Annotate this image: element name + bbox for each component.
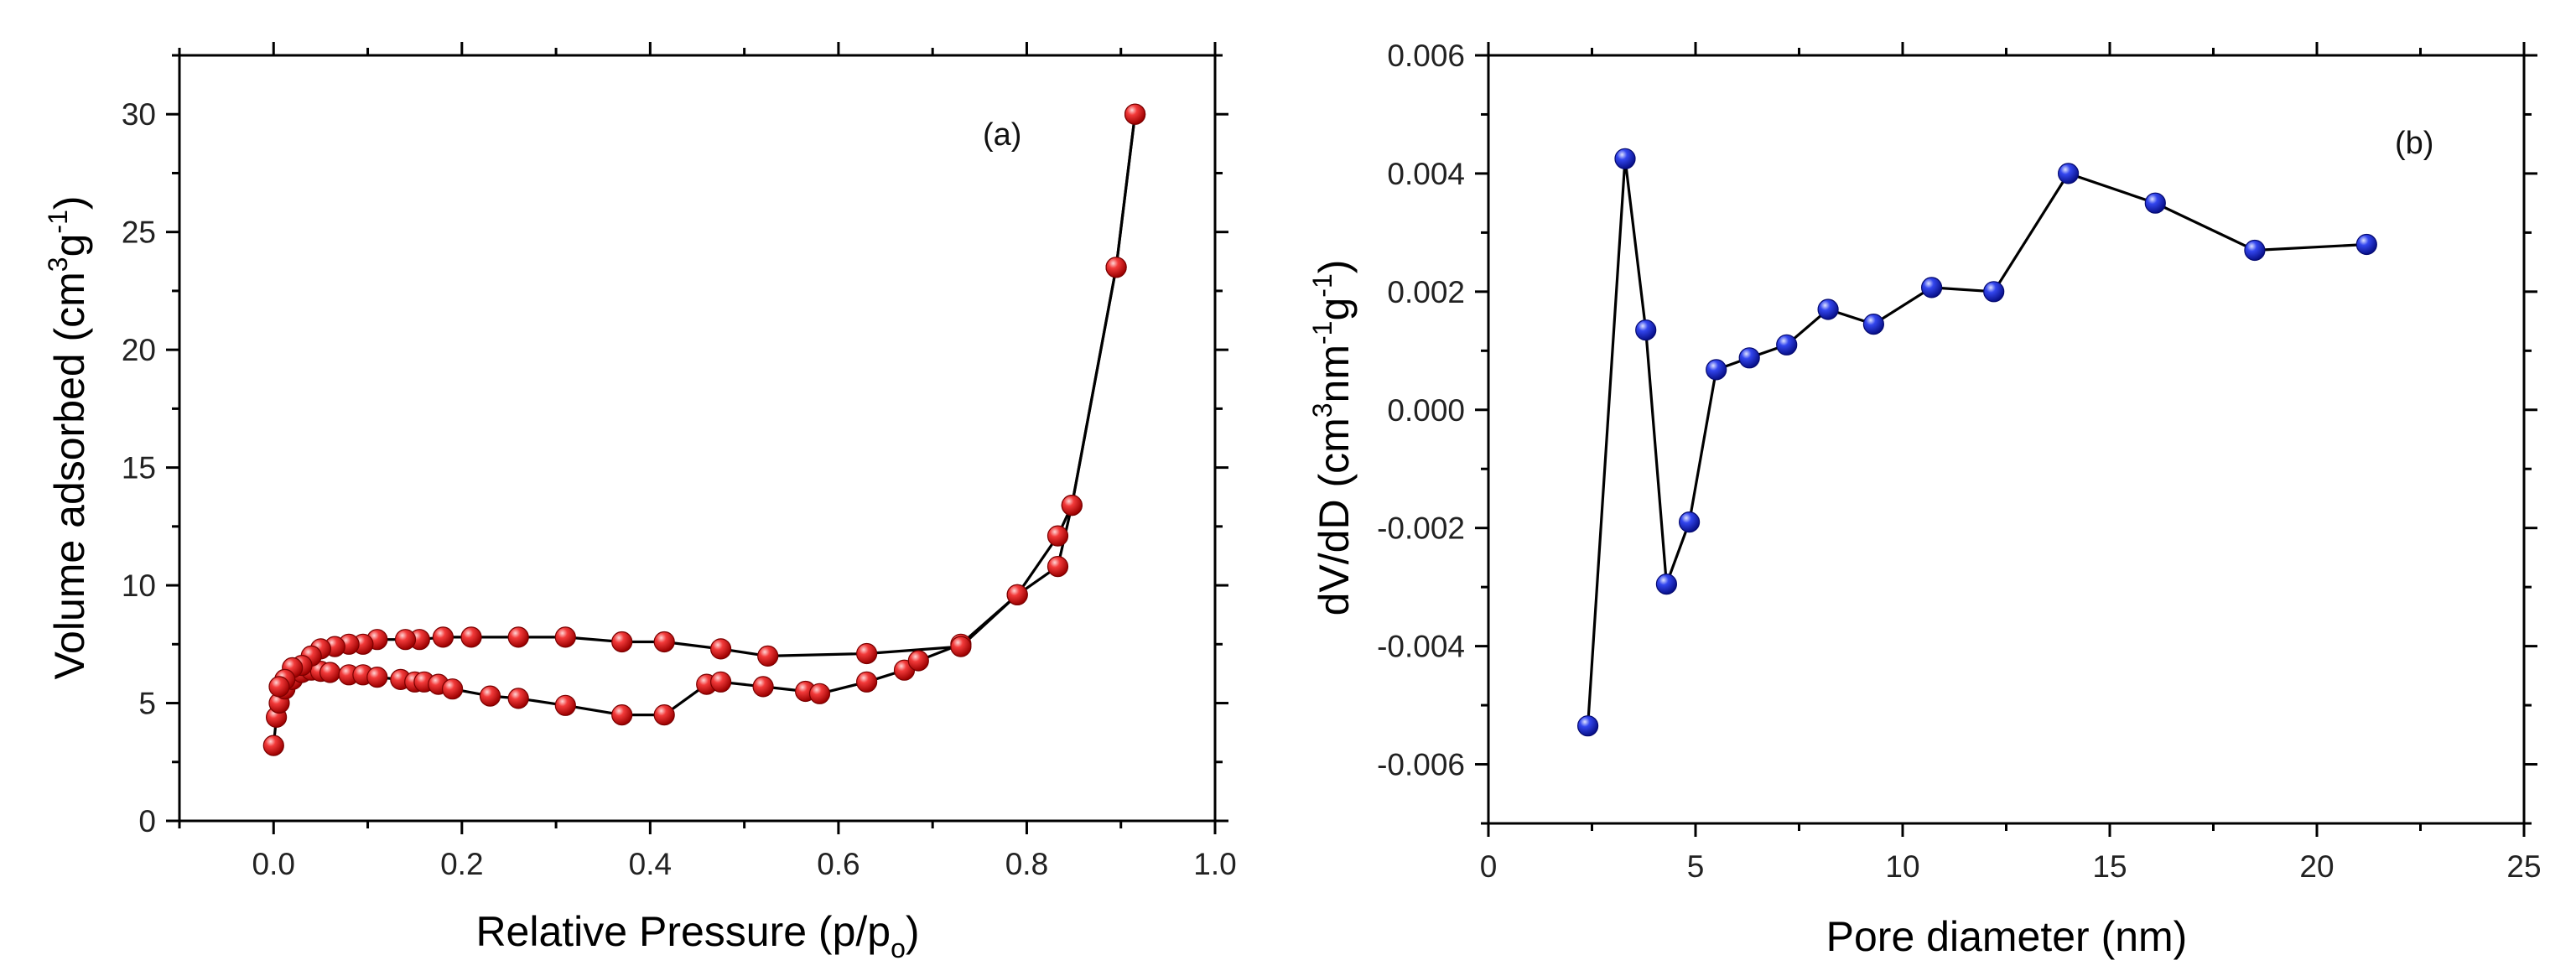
data-point (2144, 192, 2166, 214)
x-tick-label: 1.0 (1193, 847, 1236, 881)
data-point (2244, 239, 2266, 262)
y-tick-label: 25 (122, 215, 156, 250)
data-point (1776, 334, 1798, 356)
data-point (855, 671, 878, 693)
data-point (1576, 715, 1599, 737)
x-tick-label: 0.4 (629, 847, 672, 881)
x-tick-label: 0 (1480, 849, 1498, 884)
y-tick-label: 0.006 (1387, 39, 1465, 73)
y-tick-label: 5 (138, 687, 156, 721)
plot-frame (1487, 54, 2526, 825)
y-tick-label: 30 (122, 97, 156, 132)
data-point (1006, 584, 1028, 605)
x-tick-label: 0.0 (252, 847, 295, 881)
data-point (653, 703, 675, 726)
series-markers (1576, 148, 2377, 737)
y-tick-label: 15 (122, 451, 156, 485)
data-point (1614, 148, 1636, 169)
data-point (268, 676, 290, 698)
y-tick-label: 0 (138, 804, 156, 838)
data-point (1124, 103, 1146, 125)
data-point (855, 642, 878, 665)
series-markers (262, 103, 1146, 756)
data-point (1046, 555, 1069, 578)
x-tick-label: 5 (1687, 849, 1705, 884)
data-point (1635, 319, 1657, 341)
data-point (752, 676, 774, 698)
data-point (554, 694, 576, 716)
data-point (479, 685, 501, 707)
data-point (1738, 347, 1760, 369)
data-point (432, 626, 454, 648)
data-point (709, 671, 732, 693)
y-tick-label: -0.004 (1377, 630, 1465, 664)
data-point (709, 638, 732, 660)
y-tick-label: 10 (122, 568, 156, 603)
axis-ticks (1475, 42, 2537, 837)
data-point (366, 666, 388, 688)
data-point (262, 735, 284, 756)
x-axis-title: Relative Pressure (p/po) (475, 908, 919, 963)
data-point (1921, 277, 1943, 299)
panel-label: (b) (2395, 126, 2433, 161)
data-point (1678, 511, 1701, 533)
data-point (507, 688, 529, 709)
series-lines (272, 114, 1137, 746)
data-point (441, 678, 464, 700)
data-point (653, 631, 675, 653)
x-tick-label: 20 (2299, 849, 2334, 884)
axis-ticks (166, 42, 1228, 834)
data-point (2355, 233, 2377, 256)
y-tick-label: 0.002 (1387, 275, 1465, 309)
series-lines (1587, 157, 2367, 726)
data-point (1046, 525, 1069, 547)
data-point (394, 629, 417, 651)
data-point (1862, 314, 1884, 335)
data-point (611, 703, 633, 726)
y-tick-label: 0.000 (1387, 393, 1465, 428)
data-point (1706, 359, 1727, 381)
data-point (319, 662, 341, 683)
data-point (2058, 163, 2080, 184)
tick-labels: 0 5 10 15 20 25 -0.006 -0.004 -0.002 0.000 0.002 0.… (1377, 39, 2542, 884)
data-point (1655, 573, 1678, 595)
y-tick-label: -0.002 (1377, 511, 1465, 546)
tick-labels: 0.0 0.2 0.4 0.6 0.8 1.0 0 5 10 15 20 25 30 (122, 97, 1237, 881)
y-tick-label: -0.006 (1377, 748, 1465, 782)
chart-panel-b: 0 5 10 15 20 25 -0.006 -0.004 -0.002 0.000 0.002 0.… (1307, 39, 2542, 960)
series-line-adsorption (272, 114, 1137, 746)
x-tick-label: 10 (1885, 849, 1919, 884)
plot-frame (178, 54, 1217, 823)
y-axis-title: Volume adsorbed (cm3g-1) (43, 195, 93, 679)
x-tick-label: 0.6 (817, 847, 860, 881)
data-point (1983, 281, 2005, 303)
y-tick-label: 20 (122, 333, 156, 367)
data-point (1105, 257, 1127, 278)
data-point (1061, 494, 1083, 517)
x-axis-title: Pore diameter (nm) (1826, 913, 2188, 960)
data-point (611, 631, 633, 653)
x-tick-label: 0.2 (440, 847, 483, 881)
data-point (757, 645, 779, 667)
x-tick-label: 25 (2506, 849, 2541, 884)
series-line-desorption (278, 114, 1137, 688)
y-tick-label: 0.004 (1387, 157, 1465, 191)
data-point (460, 626, 482, 648)
data-point (1817, 299, 1839, 320)
data-point (950, 636, 972, 657)
x-tick-label: 0.8 (1005, 847, 1048, 881)
panel-label: (a) (983, 117, 1021, 153)
data-point (907, 650, 929, 672)
x-tick-label: 15 (2092, 849, 2127, 884)
series-line-pore-size-distribution (1587, 157, 2367, 726)
data-point (808, 683, 831, 704)
chart-panel-a: 0.0 0.2 0.4 0.6 0.8 1.0 0 5 10 15 20 25 30 (a) Relat… (43, 42, 1237, 963)
y-axis-title: dV/dD (cm3nm-1g-1) (1307, 260, 1358, 616)
data-point (507, 626, 529, 648)
data-point (554, 626, 576, 648)
